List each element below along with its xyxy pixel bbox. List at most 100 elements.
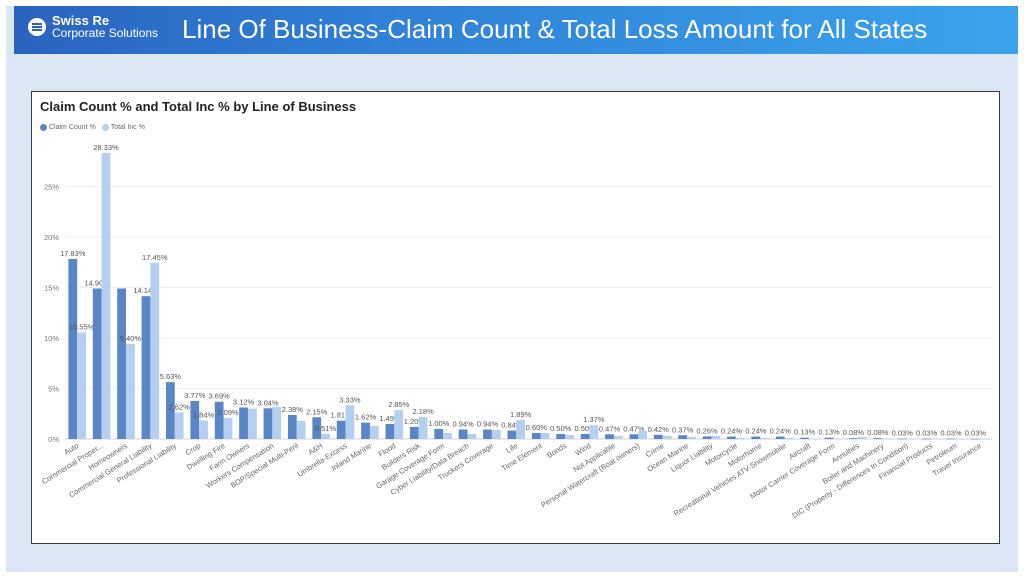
bar-claim-count[interactable] (239, 407, 248, 439)
bar-total-inc[interactable] (418, 416, 428, 439)
bar-total-inc[interactable] (857, 436, 867, 439)
bar-total-inc[interactable] (711, 435, 721, 439)
bar-claim-count[interactable] (605, 434, 614, 439)
bar-total-inc[interactable] (223, 417, 233, 439)
bar-total-inc[interactable] (540, 432, 550, 439)
bar-total-inc[interactable] (125, 344, 135, 439)
data-label: 0.13% (818, 428, 840, 437)
bar-total-inc[interactable] (345, 405, 355, 439)
data-label: 0.08% (867, 428, 889, 437)
bar-claim-count[interactable] (385, 423, 395, 439)
bar-total-inc[interactable] (931, 438, 940, 440)
bar-total-inc[interactable] (321, 433, 330, 439)
bar-claim-count[interactable] (580, 433, 590, 439)
bar-claim-count[interactable] (68, 258, 78, 439)
data-label: 3.69% (209, 392, 231, 401)
bar-total-inc[interactable] (467, 433, 477, 439)
bar-claim-count[interactable] (556, 433, 566, 439)
data-label: 17.83% (60, 249, 86, 258)
chart-panel[interactable]: Claim Count % and Total Inc % by Line of… (31, 91, 1000, 544)
bar-claim-count[interactable] (214, 401, 224, 439)
bar-total-inc[interactable] (784, 437, 794, 439)
bar-total-inc[interactable] (516, 419, 526, 439)
bar-total-inc[interactable] (369, 425, 379, 439)
data-label: 0.51% (315, 424, 337, 433)
bar-claim-count[interactable] (312, 417, 322, 439)
bar-total-inc[interactable] (491, 429, 501, 439)
bar-claim-count[interactable] (702, 436, 712, 439)
bar-claim-count[interactable] (92, 288, 102, 439)
bar-claim-count[interactable] (263, 408, 273, 439)
bar-claim-count[interactable] (971, 438, 980, 440)
bar-claim-count[interactable] (849, 438, 858, 439)
legend-item-total-inc[interactable]: Total Inc % (101, 124, 145, 131)
bar-total-inc[interactable] (394, 410, 404, 439)
bar-claim-count[interactable] (800, 437, 810, 439)
bar-total-inc[interactable] (199, 420, 208, 439)
data-label: 0.37% (672, 425, 694, 434)
bar-claim-count[interactable] (873, 438, 883, 439)
bar-total-inc[interactable] (443, 432, 452, 439)
bar-total-inc[interactable] (760, 437, 770, 439)
bar-total-inc[interactable] (150, 262, 160, 439)
bar-claim-count[interactable] (434, 428, 444, 439)
bar-claim-count[interactable] (629, 434, 639, 439)
bar-claim-count[interactable] (117, 288, 126, 439)
chart-legend: Claim Count % Total Inc % (40, 124, 151, 131)
bar-claim-count[interactable] (141, 296, 151, 439)
brand-logo: Swiss Re Corporate Solutions (28, 14, 158, 40)
bar-total-inc[interactable] (809, 438, 818, 440)
legend-item-claim-count[interactable]: Claim Count % (40, 124, 96, 131)
bar-total-inc[interactable] (662, 435, 672, 439)
bar-total-inc[interactable] (247, 408, 257, 439)
bar-claim-count[interactable] (946, 438, 956, 440)
bar-claim-count[interactable] (336, 420, 346, 439)
bar-total-inc[interactable] (296, 420, 306, 439)
data-label: 0.50% (550, 424, 572, 433)
bar-claim-count[interactable] (483, 429, 492, 439)
data-label: 1.81% (331, 411, 353, 420)
bar-claim-count[interactable] (751, 436, 761, 439)
data-label: 2.38% (282, 405, 304, 414)
bar-total-inc[interactable] (955, 438, 965, 440)
bar-total-inc[interactable] (101, 152, 111, 439)
data-label: 0.03% (940, 429, 962, 438)
bar-claim-count[interactable] (361, 422, 370, 439)
bar-total-inc[interactable] (906, 438, 916, 440)
bar-claim-count[interactable] (824, 437, 834, 439)
data-label: 1.49% (379, 414, 401, 423)
bar-total-inc[interactable] (735, 437, 745, 439)
data-label: 0.03% (965, 429, 987, 438)
bar-claim-count[interactable] (897, 438, 907, 440)
bar-total-inc[interactable] (882, 438, 892, 440)
data-label: 3.04% (257, 398, 279, 407)
bar-total-inc[interactable] (77, 332, 86, 439)
bar-total-inc[interactable] (687, 436, 696, 439)
bar-total-inc[interactable] (174, 412, 184, 439)
bar-total-inc[interactable] (613, 435, 623, 439)
bar-claim-count[interactable] (531, 432, 541, 439)
bar-claim-count[interactable] (287, 414, 297, 439)
swiss-re-logo-icon (28, 18, 46, 36)
data-label: 0.50% (574, 424, 596, 433)
bar-claim-count[interactable] (922, 438, 932, 440)
data-label: 0.47% (623, 424, 645, 433)
bar-total-inc[interactable] (589, 425, 599, 439)
bar-claim-count[interactable] (507, 430, 517, 439)
bar-claim-count[interactable] (165, 382, 175, 439)
legend-label-claim-count: Claim Count % (49, 124, 96, 131)
bar-claim-count[interactable] (678, 435, 688, 439)
bar-claim-count[interactable] (190, 400, 200, 439)
bar-claim-count[interactable] (727, 436, 736, 439)
bar-total-inc[interactable] (272, 406, 282, 439)
legend-dot-total-inc (101, 124, 109, 131)
bar-claim-count[interactable] (775, 436, 785, 439)
bar-total-inc[interactable] (565, 434, 574, 439)
bar-total-inc[interactable] (833, 438, 843, 440)
bar-total-inc[interactable] (979, 438, 989, 440)
bar-claim-count[interactable] (653, 434, 663, 439)
data-label: 14.90% (84, 279, 110, 288)
bar-claim-count[interactable] (458, 429, 468, 439)
bar-total-inc[interactable] (638, 430, 648, 439)
bar-claim-count[interactable] (409, 426, 419, 439)
